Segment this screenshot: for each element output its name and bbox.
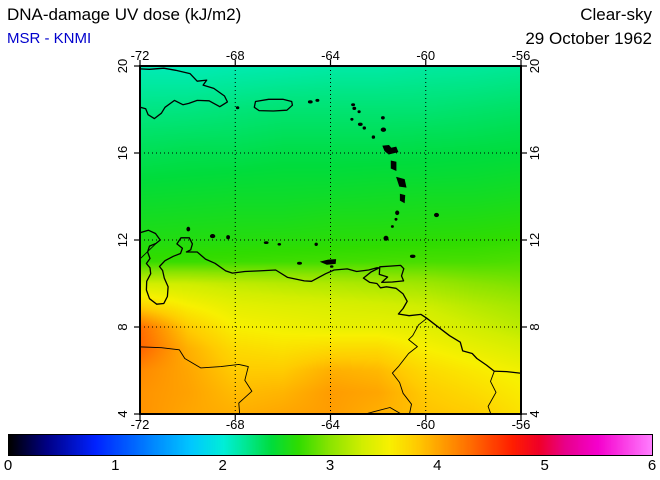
island-dot-tobago — [409, 254, 416, 258]
map-frame — [139, 65, 522, 415]
coastline-trinidad — [378, 264, 405, 284]
page-title: DNA-damage UV dose (kJ/m2) — [7, 5, 242, 24]
map-panel — [140, 66, 521, 414]
island-dot-grenada — [383, 235, 389, 241]
date-label: 29 October 1962 — [525, 29, 652, 48]
uv-dose-heatmap-canvas — [140, 66, 521, 414]
island-dot-los-roques — [263, 241, 269, 245]
lon-tick-label-bottom: -56 — [511, 417, 531, 432]
condition-label: Clear-sky — [580, 5, 652, 24]
island-dot-montserrat — [371, 135, 376, 139]
lon-tick-label-top: -68 — [225, 48, 245, 63]
island-dot-mona — [235, 106, 240, 110]
island-dot-grenadines-north — [394, 217, 398, 221]
lat-tick-label-right: 4 — [527, 410, 542, 418]
map-layers — [140, 66, 521, 414]
island-margarita — [319, 259, 337, 265]
island-martinique — [396, 176, 407, 188]
map-overlay-svg — [134, 60, 527, 420]
island-dot-la-blanquilla — [314, 242, 318, 246]
lat-tick-label-left: 20 — [115, 58, 130, 74]
island-dot-aruba — [186, 226, 191, 232]
lon-tick-label-top: -60 — [416, 48, 436, 63]
lat-tick-label-left: 4 — [115, 410, 130, 418]
lat-tick-label-left: 16 — [115, 145, 130, 161]
colorbar-tick-label: 5 — [540, 457, 549, 474]
island-dot-curacao — [209, 234, 216, 239]
island-dot-virgin-islands-west — [307, 100, 313, 104]
colorbar-tick-label: 1 — [111, 457, 120, 474]
lon-tick-label-bottom: -64 — [321, 417, 340, 432]
lon-tick-label-top: -56 — [511, 48, 531, 63]
lon-tick-label-top: -72 — [130, 48, 150, 63]
island-dot-st-barthelemy — [357, 110, 361, 114]
island-dot-bonaire — [226, 235, 230, 240]
island-dot-anguilla — [351, 103, 356, 107]
island-dot-st-vincent — [395, 210, 400, 216]
island-dot-st-kitts — [357, 122, 363, 126]
lat-tick-label-right: 12 — [527, 232, 542, 248]
island-dot-grenadines-south — [390, 225, 394, 228]
island-st-lucia — [399, 193, 406, 204]
lon-tick-label-bottom: -60 — [416, 417, 436, 432]
island-guadeloupe — [382, 144, 399, 155]
island-dot-barbuda — [380, 116, 385, 120]
island-dot-saba-statia — [350, 117, 354, 121]
island-dot-nevis — [362, 126, 366, 130]
lat-tick-label-left: 8 — [115, 323, 130, 331]
colorbar-tick-label: 0 — [3, 457, 13, 474]
border-colombia-venezuela-north — [140, 242, 157, 259]
lat-tick-label-right: 16 — [527, 145, 542, 161]
island-dot-antigua — [380, 127, 387, 132]
colorbar-gradient-canvas — [9, 435, 652, 455]
colorbar — [8, 434, 653, 456]
border-venezuela-guyana — [391, 317, 428, 414]
coastline-hispaniola — [140, 67, 229, 120]
border-colombia-venezuela-south — [140, 346, 253, 414]
border-guyana-suriname — [487, 371, 497, 414]
island-dot-la-orchila — [277, 243, 282, 246]
lat-tick-label-right: 20 — [527, 58, 542, 74]
colorbar-tick-label: 4 — [433, 457, 442, 474]
source-label: MSR - KNMI — [7, 30, 92, 47]
lat-tick-label-left: 12 — [115, 232, 130, 248]
lon-tick-label-bottom: -68 — [225, 417, 245, 432]
island-dot-barbados — [433, 212, 439, 218]
lat-tick-label-right: 8 — [527, 323, 542, 331]
border-venezuela-brazil — [364, 407, 403, 414]
island-dot-virgin-islands-east — [315, 98, 320, 102]
colorbar-tick-label: 6 — [647, 457, 657, 474]
island-dominica — [390, 160, 397, 172]
island-dot-st-martin — [352, 106, 357, 111]
island-dot-la-tortuga — [296, 261, 302, 265]
lon-tick-label-top: -64 — [321, 48, 340, 63]
island-dot-coche — [329, 265, 334, 268]
colorbar-tick-label: 2 — [218, 457, 227, 474]
colorbar-tick-label: 3 — [325, 457, 335, 474]
coastline-puerto-rico — [253, 98, 294, 112]
coastline-south-america — [140, 229, 521, 374]
lon-tick-label-bottom: -72 — [130, 417, 150, 432]
